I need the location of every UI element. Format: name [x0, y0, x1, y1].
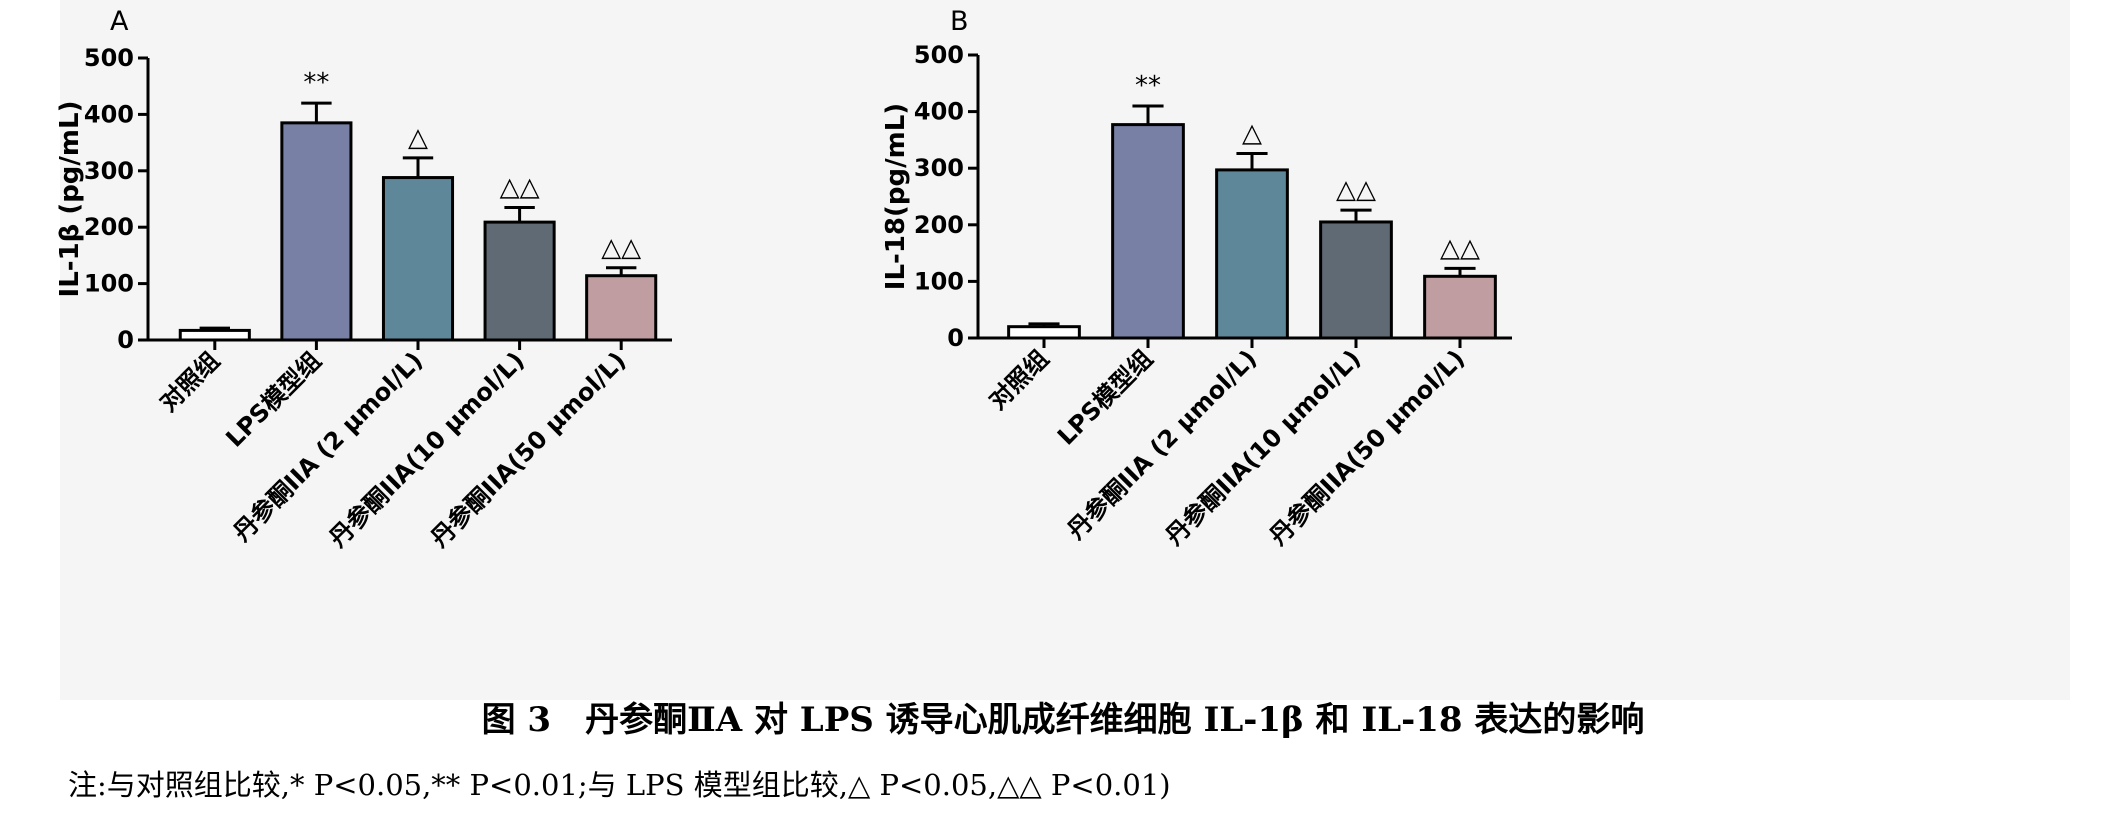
- panel-a-category-label: 丹参酮IIA(10 μmol/L): [324, 346, 530, 552]
- panel-a-y-tick-label: 400: [84, 100, 134, 128]
- panel-b-category-label: 丹参酮IIA(50 μmol/L): [1264, 344, 1470, 550]
- panel-b-bar: [1111, 123, 1185, 340]
- panel-b-significance-mark: △△: [1440, 233, 1480, 263]
- panel-a-category-label: 对照组: [154, 346, 225, 417]
- panel-b-y-tick-label: 0: [947, 324, 964, 352]
- panel-a-bar: [178, 328, 251, 342]
- panel-b-category-label: 丹参酮IIA(10 μmol/L): [1160, 344, 1366, 550]
- panel-a-significance-mark: **: [303, 68, 329, 98]
- panel-b-bar: [1215, 168, 1289, 340]
- panel-a-bar: [483, 220, 556, 342]
- figure-area: [60, 0, 2070, 700]
- panel-a-y-tick-label: 200: [84, 213, 134, 241]
- panel-a-significance-mark: △: [408, 123, 428, 153]
- panel-b-letter: B: [950, 6, 969, 37]
- panel-a-significance-mark: △△: [601, 233, 641, 263]
- panel-b-y-tick-label: 300: [914, 154, 964, 182]
- panel-a-significance-mark: △△: [500, 172, 540, 202]
- panel-b-y-tick-label: 400: [914, 98, 964, 126]
- panel-a-y-tick-label: 500: [84, 44, 134, 72]
- panel-a-y-tick-label: 300: [84, 157, 134, 185]
- panel-b-y-tick-label: 200: [914, 211, 964, 239]
- panel-a-y-tick-label: 0: [117, 326, 134, 354]
- panel-b-significance-mark: △△: [1336, 175, 1376, 205]
- panel-b-bar: [1423, 274, 1497, 340]
- panel-a-bar: [585, 274, 658, 342]
- panel-a-category-label: 丹参酮IIA(50 μmol/L): [425, 346, 631, 552]
- figure-charts: A 0 100 200 300 400 500 IL-1β (pg/mL) 对照组 ** LPS模型…: [55, 6, 1512, 553]
- panel-b-y-tick-label: 100: [914, 267, 964, 295]
- panel-a-category-label: LPS模型组: [220, 346, 326, 452]
- panel-b-category-label: 丹参酮IIA (2 μmol/L): [1062, 344, 1262, 544]
- panel-a-y-tick-label: 100: [84, 270, 134, 298]
- panel-b-y-tick-label: 500: [914, 41, 964, 69]
- figure-note: 注:与对照组比较,* P<0.05,** P<0.01;与 LPS 模型组比较,…: [68, 768, 1171, 802]
- panel-a-letter: A: [110, 6, 129, 37]
- figure-caption: 图 3 丹参酮ⅡA 对 LPS 诱导心肌成纤维细胞 IL-1β 和 IL-18 …: [481, 700, 1645, 740]
- panel-a-y-title: IL-1β (pg/mL): [55, 101, 85, 298]
- panel-b-bar: [1007, 325, 1081, 340]
- panel-b-category-label: 对照组: [984, 344, 1055, 415]
- panel-a-category-label: 丹参酮IIA (2 μmol/L): [228, 346, 428, 546]
- panel-b-category-label: LPS模型组: [1052, 344, 1158, 450]
- panel-b-significance-mark: **: [1135, 71, 1161, 101]
- panel-b-y-title: IL-18(pg/mL): [881, 103, 911, 290]
- panel-a-bar: [381, 176, 455, 342]
- panel-b-significance-mark: △: [1242, 118, 1262, 148]
- panel-a-bar: [280, 121, 353, 342]
- panel-b-bar: [1319, 220, 1393, 340]
